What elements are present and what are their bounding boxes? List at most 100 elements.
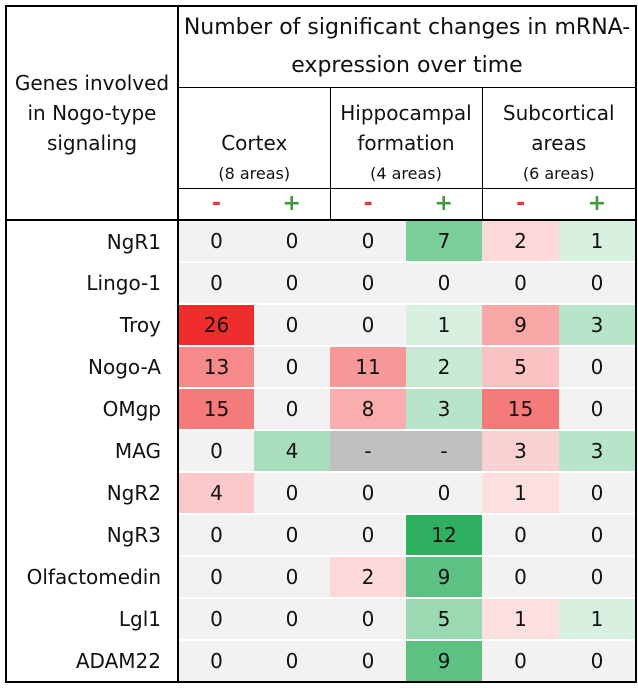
subcortical-decrease-count: 2: [482, 219, 559, 262]
table-body: NgR1 0 0 0 7 2 1 Lingo-1 0 0 0 0 0 0 Troy 26 0 0 1 9 3 Nogo-A…: [5, 219, 637, 683]
region-subcortical-areas: Subcortical areas: [481, 87, 637, 158]
gene-name: MAG: [5, 430, 179, 472]
subcortical-decrease-count: 0: [482, 261, 559, 304]
subcortical-decrease-count: 0: [482, 639, 559, 683]
region-hippocampal-formation: Hippocampal formation: [329, 87, 482, 158]
cortex-decrease-count: 0: [178, 555, 254, 598]
hippocampal-decrease-count: -: [330, 429, 406, 472]
hippocampal-increase-count: -: [406, 429, 482, 472]
cortex-increase-count: 0: [254, 219, 330, 262]
table-row: Lgl1 0 0 0 5 1 1: [5, 597, 637, 640]
hippocampal-decrease-count: 0: [330, 471, 406, 514]
genes-column-header: Genes involved in Nogo-type signaling: [5, 5, 179, 221]
cortex-area-count: (8 areas): [177, 158, 330, 189]
gene-name: Olfactomedin: [5, 556, 179, 598]
subcortical-increase-count: 0: [559, 513, 637, 556]
hippocampal-increase-count: 2: [406, 345, 482, 388]
hippocampal-decrease-count: 8: [330, 387, 406, 430]
subcortical-increase-sign: +: [559, 188, 637, 221]
table-row: Nogo-A 13 0 11 2 5 0: [5, 345, 637, 388]
gene-name: Lingo-1: [5, 262, 179, 304]
gene-name: NgR2: [5, 472, 179, 514]
hippocampal-increase-count: 9: [406, 555, 482, 598]
cortex-increase-count: 4: [254, 429, 330, 472]
subcortical-decrease-count: 15: [482, 387, 559, 430]
subcortical-decrease-sign: -: [481, 188, 559, 221]
cortex-increase-count: 0: [254, 471, 330, 514]
cortex-decrease-count: 0: [178, 219, 254, 262]
cortex-increase-count: 0: [254, 597, 330, 640]
subcortical-decrease-count: 0: [482, 555, 559, 598]
region-cortex: Cortex: [177, 87, 330, 158]
hippocampal-decrease-count: 0: [330, 597, 406, 640]
hippocampal-increase-count: 3: [406, 387, 482, 430]
subcortical-increase-count: 1: [559, 597, 637, 640]
cortex-increase-count: 0: [254, 387, 330, 430]
table-row: Troy 26 0 0 1 9 3: [5, 303, 637, 346]
cortex-increase-count: 0: [254, 639, 330, 683]
hippocampal-decrease-count: 0: [330, 261, 406, 304]
cortex-decrease-count: 0: [178, 261, 254, 304]
hippocampal-increase-sign: +: [406, 188, 482, 221]
gene-name: OMgp: [5, 388, 179, 430]
hippocampal-decrease-count: 0: [330, 219, 406, 262]
cortex-decrease-count: 0: [178, 597, 254, 640]
expression-table: Genes involved in Nogo-type signaling Nu…: [5, 5, 637, 683]
hippocampal-increase-count: 9: [406, 639, 482, 683]
hippocampal-decrease-count: 11: [330, 345, 406, 388]
gene-name: Troy: [5, 304, 179, 346]
table-row: OMgp 15 0 8 3 15 0: [5, 387, 637, 430]
table-row: Lingo-1 0 0 0 0 0 0: [5, 261, 637, 304]
cortex-increase-count: 0: [254, 513, 330, 556]
cortex-increase-sign: +: [254, 188, 330, 221]
subcortical-increase-count: 0: [559, 639, 637, 683]
subcortical-increase-count: 0: [559, 345, 637, 388]
subcortical-decrease-count: 5: [482, 345, 559, 388]
hippocampal-increase-count: 7: [406, 219, 482, 262]
cortex-decrease-count: 4: [178, 471, 254, 514]
hippocampal-area-count: (4 areas): [329, 158, 482, 189]
subcortical-decrease-count: 1: [482, 597, 559, 640]
table-row: MAG 0 4- -3 3: [5, 429, 637, 472]
subcortical-decrease-count: 9: [482, 303, 559, 346]
table-title: Number of significant changes in mRNA-ex…: [177, 5, 637, 88]
cortex-increase-count: 0: [254, 345, 330, 388]
subcortical-decrease-count: 3: [482, 429, 559, 472]
gene-name: ADAM22: [5, 640, 179, 683]
subcortical-increase-count: 0: [559, 471, 637, 514]
table-row: NgR2 4 0 0 0 1 0: [5, 471, 637, 514]
cortex-decrease-count: 15: [178, 387, 254, 430]
gene-name: NgR1: [5, 220, 179, 262]
subcortical-increase-count: 1: [559, 219, 637, 262]
subcortical-decrease-count: 0: [482, 513, 559, 556]
hippocampal-decrease-sign: -: [329, 188, 406, 221]
subcortical-increase-count: 0: [559, 387, 637, 430]
cortex-decrease-sign: -: [177, 188, 254, 221]
cortex-decrease-count: 13: [178, 345, 254, 388]
table-row: NgR1 0 0 0 7 2 1: [5, 219, 637, 262]
subcortical-increase-count: 3: [559, 303, 637, 346]
cortex-increase-count: 0: [254, 303, 330, 346]
hippocampal-increase-count: 12: [406, 513, 482, 556]
subcortical-decrease-count: 1: [482, 471, 559, 514]
gene-name: Lgl1: [5, 598, 179, 640]
table-row: NgR3 0 0 0 12 0 0: [5, 513, 637, 556]
subcortical-increase-count: 0: [559, 555, 637, 598]
hippocampal-decrease-count: 0: [330, 303, 406, 346]
cortex-increase-count: 0: [254, 555, 330, 598]
hippocampal-increase-count: 5: [406, 597, 482, 640]
cortex-increase-count: 0: [254, 261, 330, 304]
table-row: Olfactomedin 0 0 2 9 0 0: [5, 555, 637, 598]
gene-name: Nogo-A: [5, 346, 179, 388]
subcortical-area-count: (6 areas): [481, 158, 637, 189]
gene-name: NgR3: [5, 514, 179, 556]
hippocampal-decrease-count: 2: [330, 555, 406, 598]
subcortical-increase-count: 0: [559, 261, 637, 304]
hippocampal-decrease-count: 0: [330, 513, 406, 556]
cortex-decrease-count: 26: [178, 303, 254, 346]
cortex-decrease-count: 0: [178, 513, 254, 556]
cortex-decrease-count: 0: [178, 429, 254, 472]
hippocampal-increase-count: 0: [406, 261, 482, 304]
hippocampal-increase-count: 1: [406, 303, 482, 346]
